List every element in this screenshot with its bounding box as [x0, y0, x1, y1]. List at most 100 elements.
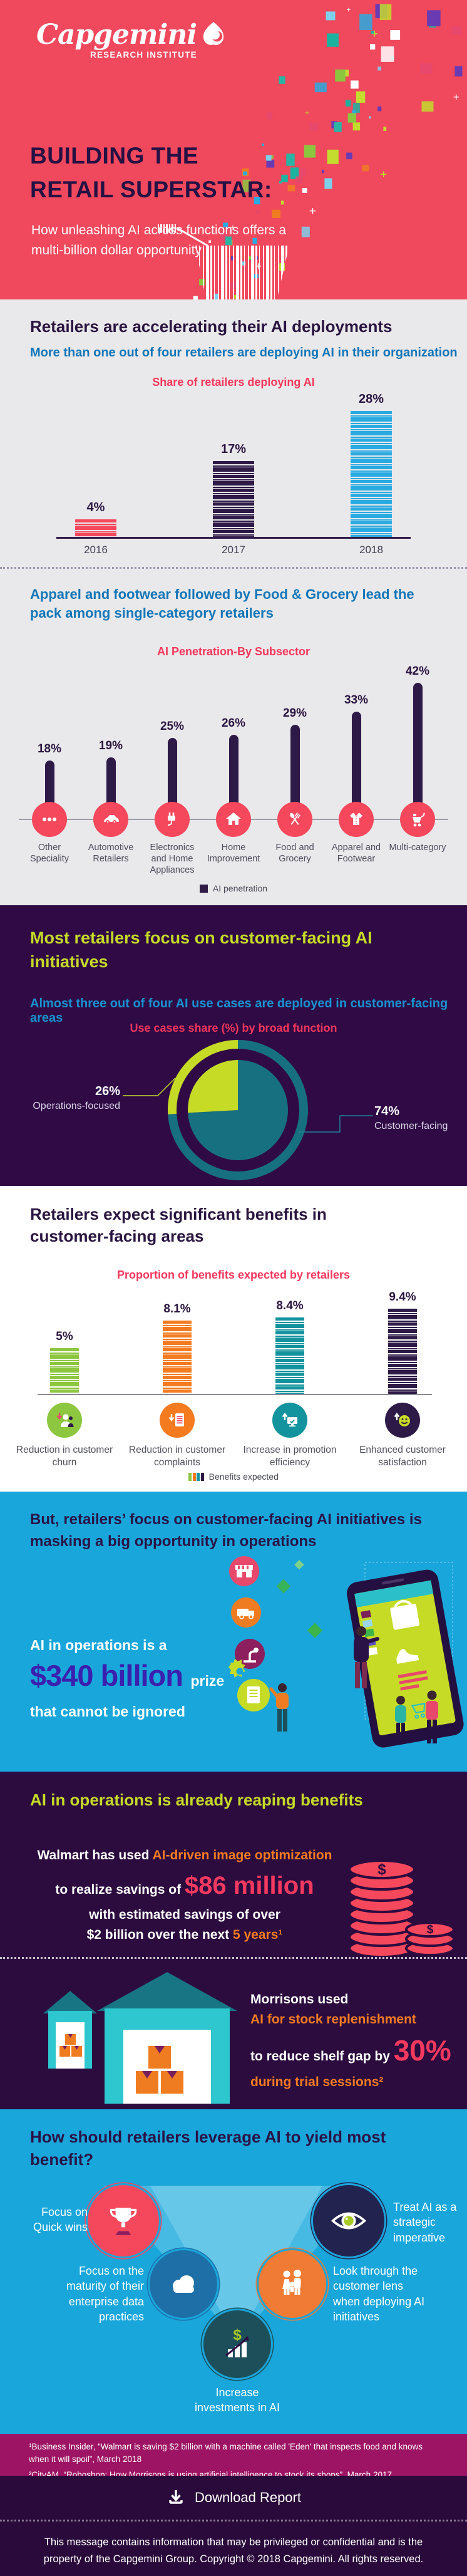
x-axis-labels: Other Speciality Automotive Retailers El… — [0, 842, 467, 876]
footnote-2: ²CityAM, “Roboshop: How Morrisons is usi… — [29, 2470, 392, 2476]
section-title: How should retailers leverage AI to yiel… — [30, 2127, 386, 2169]
logo-subtitle: RESEARCH INSTITUTE — [90, 50, 197, 60]
bar-value-label: 9.4% — [389, 1291, 416, 1304]
dotted-divider — [0, 1957, 467, 1959]
house-icon — [216, 802, 251, 837]
bar-group: 9.4% — [346, 1291, 459, 1394]
person-orange — [269, 1683, 289, 1732]
lollipop-column: 33% — [326, 693, 387, 819]
svg-text:+: + — [230, 223, 236, 234]
bar-value-label: 4% — [86, 501, 105, 514]
download-label: Download Report — [195, 2490, 301, 2505]
svg-text:$: $ — [233, 2327, 242, 2344]
x-axis-labels: Reduction in customer churn Reduction in… — [0, 1444, 467, 1469]
chart-title: Share of retailers deploying AI — [152, 376, 315, 388]
warehouse-icon — [43, 1972, 237, 2104]
section-expected-benefits: Retailers expect significant benefits in… — [0, 1186, 467, 1492]
bar-2018 — [351, 411, 392, 538]
section-operations-opportunity: But, retailers’ focus on customer-facing… — [0, 1492, 467, 1772]
section-title: AI in operations is already reaping bene… — [30, 1790, 363, 1809]
x-axis — [38, 1394, 432, 1395]
lollipop-column: 26% — [203, 717, 264, 819]
tick-label: Home Improvement — [207, 843, 260, 865]
donut-label-operations: 26% Operations-focused — [13, 1084, 120, 1112]
person-red — [426, 1690, 438, 1743]
download-report-button[interactable]: Download Report — [166, 2488, 301, 2508]
morrisons-reduction-value: 30% — [393, 2034, 451, 2067]
walmart-line4-white: $2 billion over the next — [86, 1928, 233, 1943]
section-ai-deployments: Retailers are accelerating their AI depl… — [0, 299, 467, 569]
x-axis — [56, 537, 411, 539]
walmart-savings-value: $86 million — [184, 1871, 314, 1899]
footnotes: ¹Business Insider, “Walmart is saving $2… — [0, 2434, 467, 2476]
satisfaction-smiley-icon — [385, 1403, 420, 1438]
customer-churn-icon — [47, 1403, 82, 1438]
tick-label: Other Speciality — [29, 843, 69, 865]
walmart-line3: with estimated savings of over — [89, 1907, 280, 1922]
person-dark — [354, 1626, 379, 1688]
donut-label-customer-facing: 74% Customer-facing — [374, 1104, 467, 1132]
leverage-label-customer-lens: Look through the customer lens when depl… — [333, 2265, 425, 2323]
donut-category: Operations-focused — [33, 1101, 120, 1111]
complaints-doc-icon — [160, 1403, 195, 1438]
opportunity-amount-row: $340 billion prize — [30, 1658, 224, 1693]
tick-label: Enhanced customer satisfaction — [359, 1445, 446, 1468]
section-how-to-leverage: How should retailers leverage AI to yiel… — [0, 2109, 467, 2434]
leverage-label-invest: Increase investments in AI — [194, 2386, 280, 2414]
bar-churn — [50, 1348, 79, 1394]
bar-group-2016: 4% — [75, 501, 116, 538]
morrisons-line3-white: to reduce shelf gap by — [250, 2049, 394, 2064]
chart-title: Proportion of benefits expected by retai… — [116, 1269, 351, 1281]
tick-label: Food and Grocery — [275, 843, 314, 865]
bar-value-label: 29% — [282, 707, 307, 720]
section-subtitle: More than one out of four retailers are … — [30, 346, 458, 360]
person-teal — [395, 1696, 406, 1744]
svg-text:+: + — [305, 108, 310, 117]
morrisons-line4: during trial sessions² — [250, 2075, 384, 2089]
bar-value-label: 17% — [220, 442, 247, 456]
section-subsector-penetration: Apparel and footwear followed by Food & … — [0, 569, 467, 905]
footer: This message contains information that m… — [0, 2520, 467, 2576]
title-line-1: BUILDING THE — [30, 143, 199, 169]
section-title: Most retailers focus on customer-facing … — [30, 928, 372, 971]
bar-value-label: 28% — [358, 392, 384, 406]
tick-label: Reduction in customer churn — [16, 1445, 113, 1468]
tick-label: Apparel and Footwear — [331, 843, 381, 865]
family-icon — [259, 2250, 326, 2318]
trophy-icon — [88, 2185, 159, 2257]
dots-icon — [32, 802, 67, 837]
section-title: Apparel and footwear followed by Food & … — [30, 586, 414, 621]
tick-label: 2017 — [222, 544, 245, 556]
tick-label: Reduction in customer complaints — [128, 1445, 226, 1468]
section-subtitle: Almost three out of four AI use cases ar… — [30, 997, 448, 1025]
tick-label: 2018 — [359, 544, 383, 556]
morrisons-line1: Morrisons used — [250, 1992, 349, 2007]
tick-label: 2016 — [84, 544, 108, 556]
svg-text:+: + — [453, 91, 459, 103]
bar-group: 8.1% — [121, 1302, 234, 1394]
bar-value-label: 5% — [56, 1330, 73, 1343]
chart-legend: Benefits expected — [0, 1472, 467, 1482]
category-icon-row — [0, 802, 467, 837]
bar-value-label: 42% — [405, 665, 430, 678]
leverage-label-quick-wins: Focus on Quick wins — [33, 2206, 88, 2234]
download-section: Download Report — [0, 2476, 467, 2520]
bar-group-2017: 17% — [213, 442, 254, 538]
walmart-line1-white: Walmart has used — [37, 1848, 153, 1862]
legend-swatch — [188, 1472, 204, 1481]
bar-satisfaction — [388, 1309, 417, 1394]
logo-wordmark: Capgemini — [36, 19, 197, 51]
bar-value-label: 8.1% — [163, 1302, 191, 1316]
walmart-line2-white: to realize savings of — [55, 1882, 185, 1897]
eye-icon — [313, 2185, 384, 2257]
section-title: Retailers expect significant benefits in… — [30, 1205, 327, 1246]
cutlery-icon — [277, 802, 312, 837]
section-reaping-benefits: AI in operations is already reaping bene… — [0, 1772, 467, 2109]
cart-flag — [158, 224, 177, 233]
morrisons-case-study: Morrisons used AI for stock replenishmen… — [250, 1990, 460, 2092]
use-cases-donut-chart — [168, 1040, 308, 1180]
bar-food-grocery — [290, 725, 300, 819]
morrisons-line2: AI for stock replenishment — [250, 2012, 416, 2027]
bar-apparel-footwear — [351, 712, 361, 819]
svg-text:$: $ — [377, 1861, 386, 1878]
